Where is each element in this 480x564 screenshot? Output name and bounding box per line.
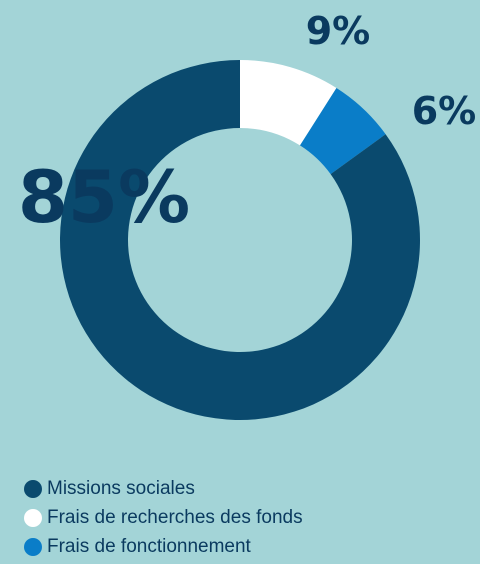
slice-missions-sociales — [59, 60, 421, 421]
legend-swatch-frais-fonctionnement — [24, 537, 42, 556]
legend-item-missions-sociales: Missions sociales — [24, 474, 303, 503]
slice-label-missions-sociales: 85% — [18, 155, 190, 239]
legend-item-frais-fonctionnement: Frais de fonctionnement — [24, 532, 303, 561]
legend-label: Missions sociales — [47, 477, 195, 499]
legend-item-frais-recherche: Frais de recherches des fonds — [24, 503, 303, 532]
slice-frais-recherche — [240, 60, 337, 146]
legend-label: Frais de fonctionnement — [47, 535, 251, 557]
slice-label-frais-recherche: 9% — [306, 9, 371, 53]
legend-swatch-missions-sociales — [24, 479, 42, 498]
slice-frais-fonctionnement — [300, 88, 386, 175]
legend-swatch-frais-recherche — [24, 508, 42, 527]
chart-legend: Missions sociales Frais de recherches de… — [24, 474, 303, 561]
donut-chart: 85% 9% 6% — [18, 9, 477, 421]
slice-label-frais-fonctionnement: 6% — [412, 89, 477, 133]
legend-label: Frais de recherches des fonds — [47, 506, 303, 528]
